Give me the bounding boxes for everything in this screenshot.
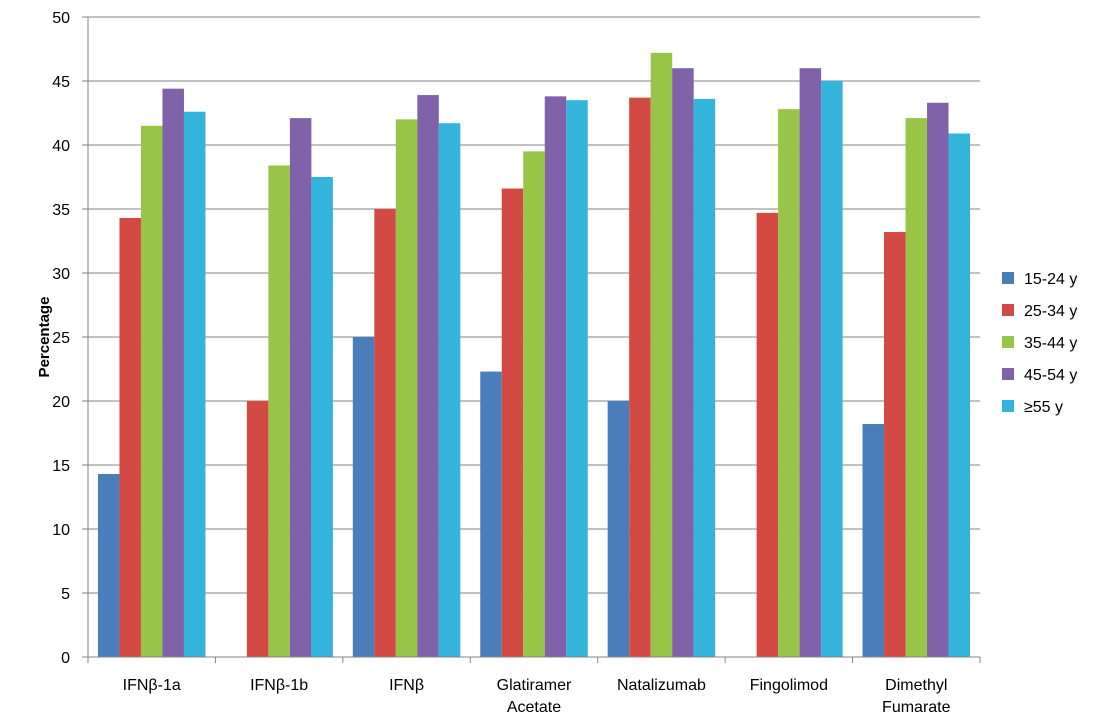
legend-swatch xyxy=(1002,272,1014,284)
x-tick-label: IFNβ-1b xyxy=(250,677,308,694)
bar xyxy=(862,424,885,657)
bar xyxy=(821,81,843,657)
bar xyxy=(183,111,206,658)
x-tick-label: IFNβ-1a xyxy=(123,677,181,694)
bar xyxy=(650,52,673,657)
x-tick-label: Glatiramer xyxy=(497,677,572,694)
bar xyxy=(927,102,949,657)
bar xyxy=(162,88,184,658)
bar xyxy=(417,95,439,657)
y-tick-label: 5 xyxy=(61,586,70,603)
legend-swatch xyxy=(1002,400,1014,412)
x-tick-label: Dimethyl xyxy=(885,677,947,694)
bar xyxy=(948,133,971,658)
legend-label: 35-44 y xyxy=(1024,335,1077,352)
legend-swatch xyxy=(1002,336,1014,348)
y-tick-label: 35 xyxy=(52,202,70,219)
y-tick-label: 0 xyxy=(61,650,70,667)
bar xyxy=(607,401,630,657)
bar xyxy=(352,337,375,657)
bar xyxy=(799,68,822,657)
y-axis-label: Percentage xyxy=(36,297,53,378)
x-tick-label: Fumarate xyxy=(882,699,951,716)
bar xyxy=(246,401,269,657)
y-tick-labels: 0 5 10 15 20 25 30 35 40 45 50 xyxy=(52,10,70,667)
legend-label: 25-34 y xyxy=(1024,303,1077,320)
x-tick-label: Acetate xyxy=(507,699,561,716)
bar xyxy=(629,97,651,657)
y-tick-label: 15 xyxy=(52,458,70,475)
y-tick-label: 30 xyxy=(52,266,70,283)
y-tick-label: 20 xyxy=(52,394,70,411)
bar xyxy=(119,217,141,657)
bars xyxy=(97,52,971,658)
bar xyxy=(778,109,800,657)
legend: 15-24 y 25-34 y 35-44 y 45-54 y ≥55 y xyxy=(1002,271,1077,416)
y-tick-label: 10 xyxy=(52,522,70,539)
bar xyxy=(523,151,545,657)
bar xyxy=(566,100,588,657)
x-tick-label: IFNβ xyxy=(389,677,424,694)
legend-label: 15-24 y xyxy=(1024,271,1077,288)
bar xyxy=(672,68,694,657)
bar xyxy=(501,188,524,657)
x-tick-label: Natalizumab xyxy=(617,677,706,694)
bar xyxy=(756,212,779,657)
bar xyxy=(140,125,163,658)
bar xyxy=(97,473,120,657)
bar xyxy=(395,119,418,657)
y-tick-label: 25 xyxy=(52,330,70,347)
bar xyxy=(905,118,928,658)
legend-label: ≥55 y xyxy=(1024,399,1063,416)
x-tick-label: Fingolimod xyxy=(750,677,828,694)
bar xyxy=(884,232,906,658)
bar xyxy=(544,96,567,658)
y-tick-label: 50 xyxy=(52,10,70,27)
axes xyxy=(82,16,981,663)
legend-swatch xyxy=(1002,368,1014,380)
y-tick-label: 40 xyxy=(52,138,70,155)
bar xyxy=(438,123,461,658)
bar xyxy=(374,209,396,657)
bar xyxy=(268,165,290,658)
legend-label: 45-54 y xyxy=(1024,367,1077,384)
bar xyxy=(289,118,312,658)
bar xyxy=(693,98,716,658)
y-tick-label: 45 xyxy=(52,74,70,91)
legend-swatch xyxy=(1002,304,1014,316)
bar xyxy=(311,177,333,657)
x-tick-labels: IFNβ-1a IFNβ-1b IFNβ Glatiramer Acetate Natal… xyxy=(123,677,951,716)
bar xyxy=(480,371,502,657)
